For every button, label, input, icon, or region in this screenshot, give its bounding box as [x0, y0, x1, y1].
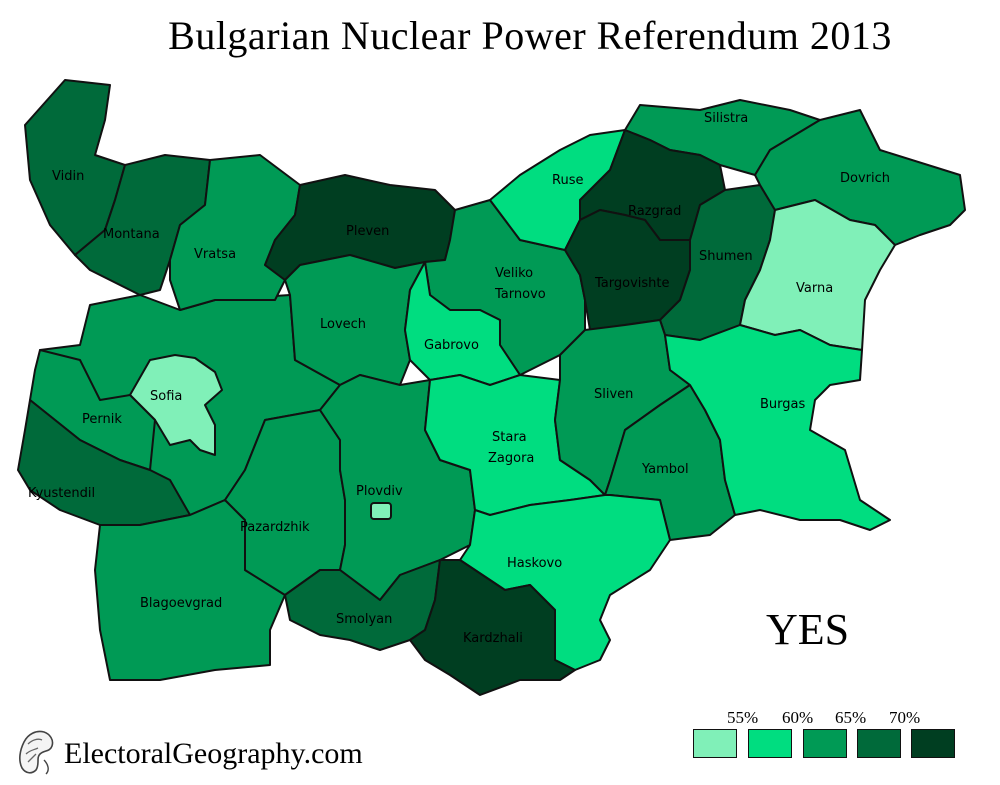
answer-label: YES [766, 605, 850, 654]
legend-threshold-60: 60% [782, 708, 814, 727]
legend-swatch-4 [857, 729, 901, 758]
region-kardzhali[interactable] [409, 559, 576, 696]
label-montana: Montana [103, 227, 160, 242]
map-title: Bulgarian Nuclear Power Referendum 2013 [168, 13, 892, 58]
label-shumen: Shumen [699, 249, 753, 264]
label-tarnovo: Tarnovo [494, 287, 546, 302]
label-sofia: Sofia [150, 389, 182, 404]
label-kyustendil: Kyustendil [28, 486, 95, 501]
label-stara: Stara [492, 430, 527, 445]
label-ruse: Ruse [552, 173, 583, 188]
label-zagora: Zagora [488, 451, 534, 466]
label-burgas: Burgas [760, 397, 805, 412]
label-smolyan: Smolyan [336, 612, 392, 627]
label-vratsa: Vratsa [194, 247, 236, 262]
label-veliko: Veliko [495, 266, 533, 281]
legend-swatch-2 [748, 729, 792, 758]
label-blagoevgrad: Blagoevgrad [140, 596, 222, 611]
label-gabrovo: Gabrovo [424, 338, 479, 353]
legend-threshold-70: 70% [889, 708, 921, 727]
label-pleven: Pleven [346, 224, 389, 239]
label-kardzhali: Kardzhali [463, 631, 523, 646]
site-name[interactable]: ElectoralGeography.com [64, 737, 363, 770]
legend-threshold-55: 55% [727, 708, 759, 727]
label-lovech: Lovech [320, 317, 366, 332]
label-varna: Varna [796, 281, 833, 296]
label-yambol: Yambol [641, 462, 689, 477]
legend-swatch-1 [693, 729, 737, 758]
region-burgas[interactable] [664, 324, 891, 531]
legend-threshold-65: 65% [835, 708, 867, 727]
label-pazardzhik: Pazardzhik [240, 520, 310, 535]
label-vidin: Vidin [52, 169, 84, 184]
label-dovrich: Dovrich [840, 171, 890, 186]
label-sliven: Sliven [594, 387, 633, 402]
region-blagoevgrad[interactable] [94, 499, 286, 681]
electoral-geography-logo-icon [19, 730, 54, 775]
label-plovdiv: Plovdiv [356, 484, 403, 499]
plovdiv-city-enclave[interactable] [370, 502, 392, 520]
legend-swatch-5 [911, 729, 955, 758]
region-sofia[interactable] [129, 354, 223, 456]
label-haskovo: Haskovo [507, 556, 562, 571]
label-targovishte: Targovishte [594, 276, 670, 291]
legend-swatch-3 [803, 729, 847, 758]
label-razgrad: Razgrad [628, 204, 681, 219]
label-pernik: Pernik [82, 412, 122, 427]
label-silistra: Silistra [704, 111, 748, 126]
